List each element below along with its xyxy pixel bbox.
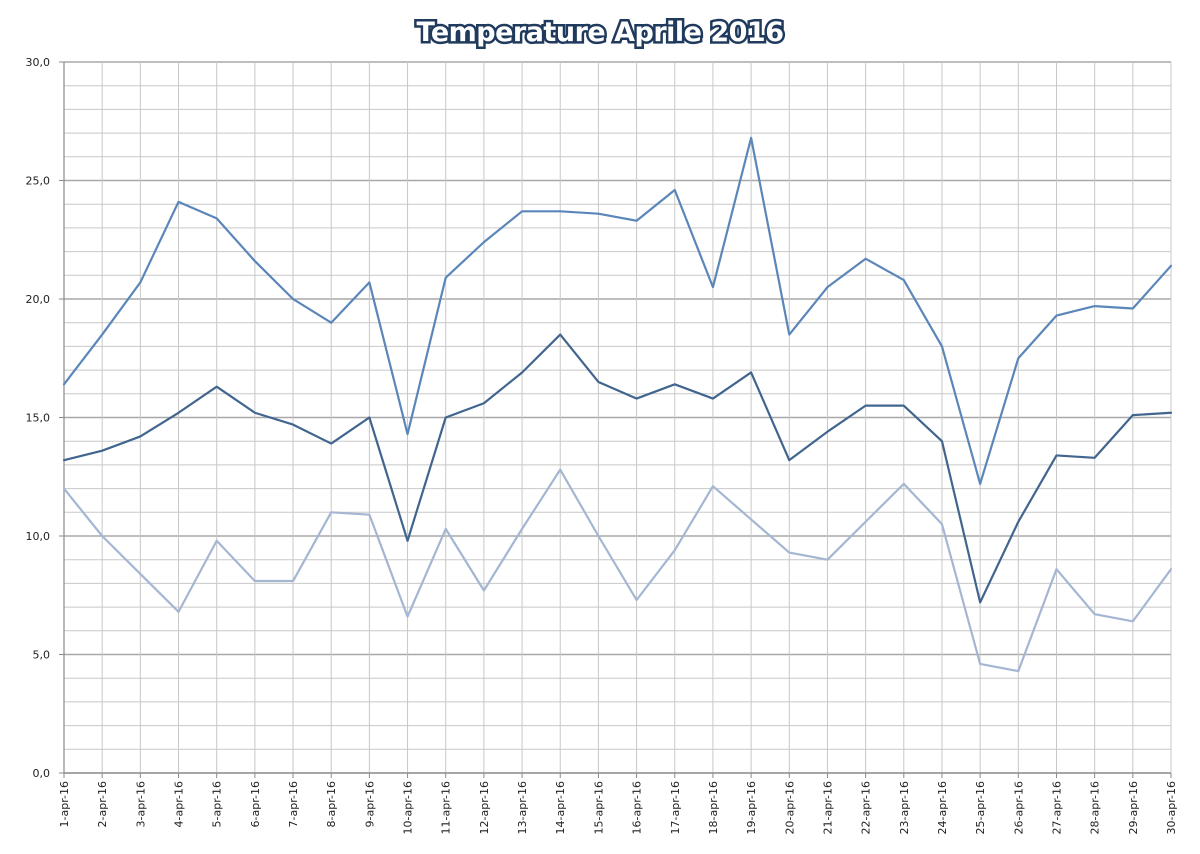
x-tick-label: 13-apr-16 [516,781,529,834]
x-tick-label: 24-apr-16 [936,781,949,834]
x-tick-label: 21-apr-16 [821,781,834,834]
x-tick-label: 12-apr-16 [478,781,491,834]
series-lines [62,136,1173,673]
series-line-1 [62,136,1173,485]
x-tick-label: 6-apr-16 [249,781,262,827]
x-tick-label: 1-apr-16 [58,781,71,827]
y-tick-label: 30,0 [26,56,51,69]
x-tick-label: 22-apr-16 [860,781,873,834]
x-tick-label: 23-apr-16 [898,781,911,834]
x-tick-label: 19-apr-16 [745,781,758,834]
x-tick-label: 29-apr-16 [1127,781,1140,834]
x-tick-label: 8-apr-16 [325,781,338,827]
x-tick-label: 9-apr-16 [363,781,376,827]
x-tick-label: 25-apr-16 [974,781,987,834]
y-tick-label: 15,0 [26,412,51,425]
y-tick-label: 20,0 [26,293,51,306]
x-tick-label: 10-apr-16 [402,781,415,834]
y-tick-label: 5,0 [33,649,51,662]
x-tick-label: 30-apr-16 [1165,781,1178,834]
x-tick-label: 5-apr-16 [211,781,224,827]
chart-title: Temperature Aprile 2016 [416,17,783,48]
x-tick-label: 27-apr-16 [1050,781,1063,834]
x-tick-label: 16-apr-16 [631,781,644,834]
series-line-2 [62,333,1173,604]
x-tick-label: 18-apr-16 [707,781,720,834]
y-axis-tick-labels: 0,0 5,0 10,0 15,0 20,0 25,0 30,0 [26,56,51,780]
x-tick-label: 26-apr-16 [1012,781,1025,834]
x-tick-label: 2-apr-16 [96,781,109,827]
y-tick-label: 25,0 [26,175,51,188]
x-tick-label: 3-apr-16 [134,781,147,827]
x-tick-label: 7-apr-16 [287,781,300,827]
series-line-3 [62,468,1173,673]
axes [59,61,1172,778]
x-tick-label: 20-apr-16 [783,781,796,834]
x-tick-label: 17-apr-16 [669,781,682,834]
x-axis-tick-labels: 1-apr-16 2-apr-16 3-apr-16 4-apr-16 5-apr-16… [58,781,1178,834]
x-tick-label: 28-apr-16 [1089,781,1102,834]
y-tick-label: 0,0 [33,767,51,780]
x-tick-label: 14-apr-16 [554,781,567,834]
x-tick-label: 15-apr-16 [592,781,605,834]
x-tick-label: 11-apr-16 [440,781,453,834]
grid-lines [63,61,1172,774]
y-tick-label: 10,0 [26,530,51,543]
x-tick-label: 4-apr-16 [173,781,186,827]
